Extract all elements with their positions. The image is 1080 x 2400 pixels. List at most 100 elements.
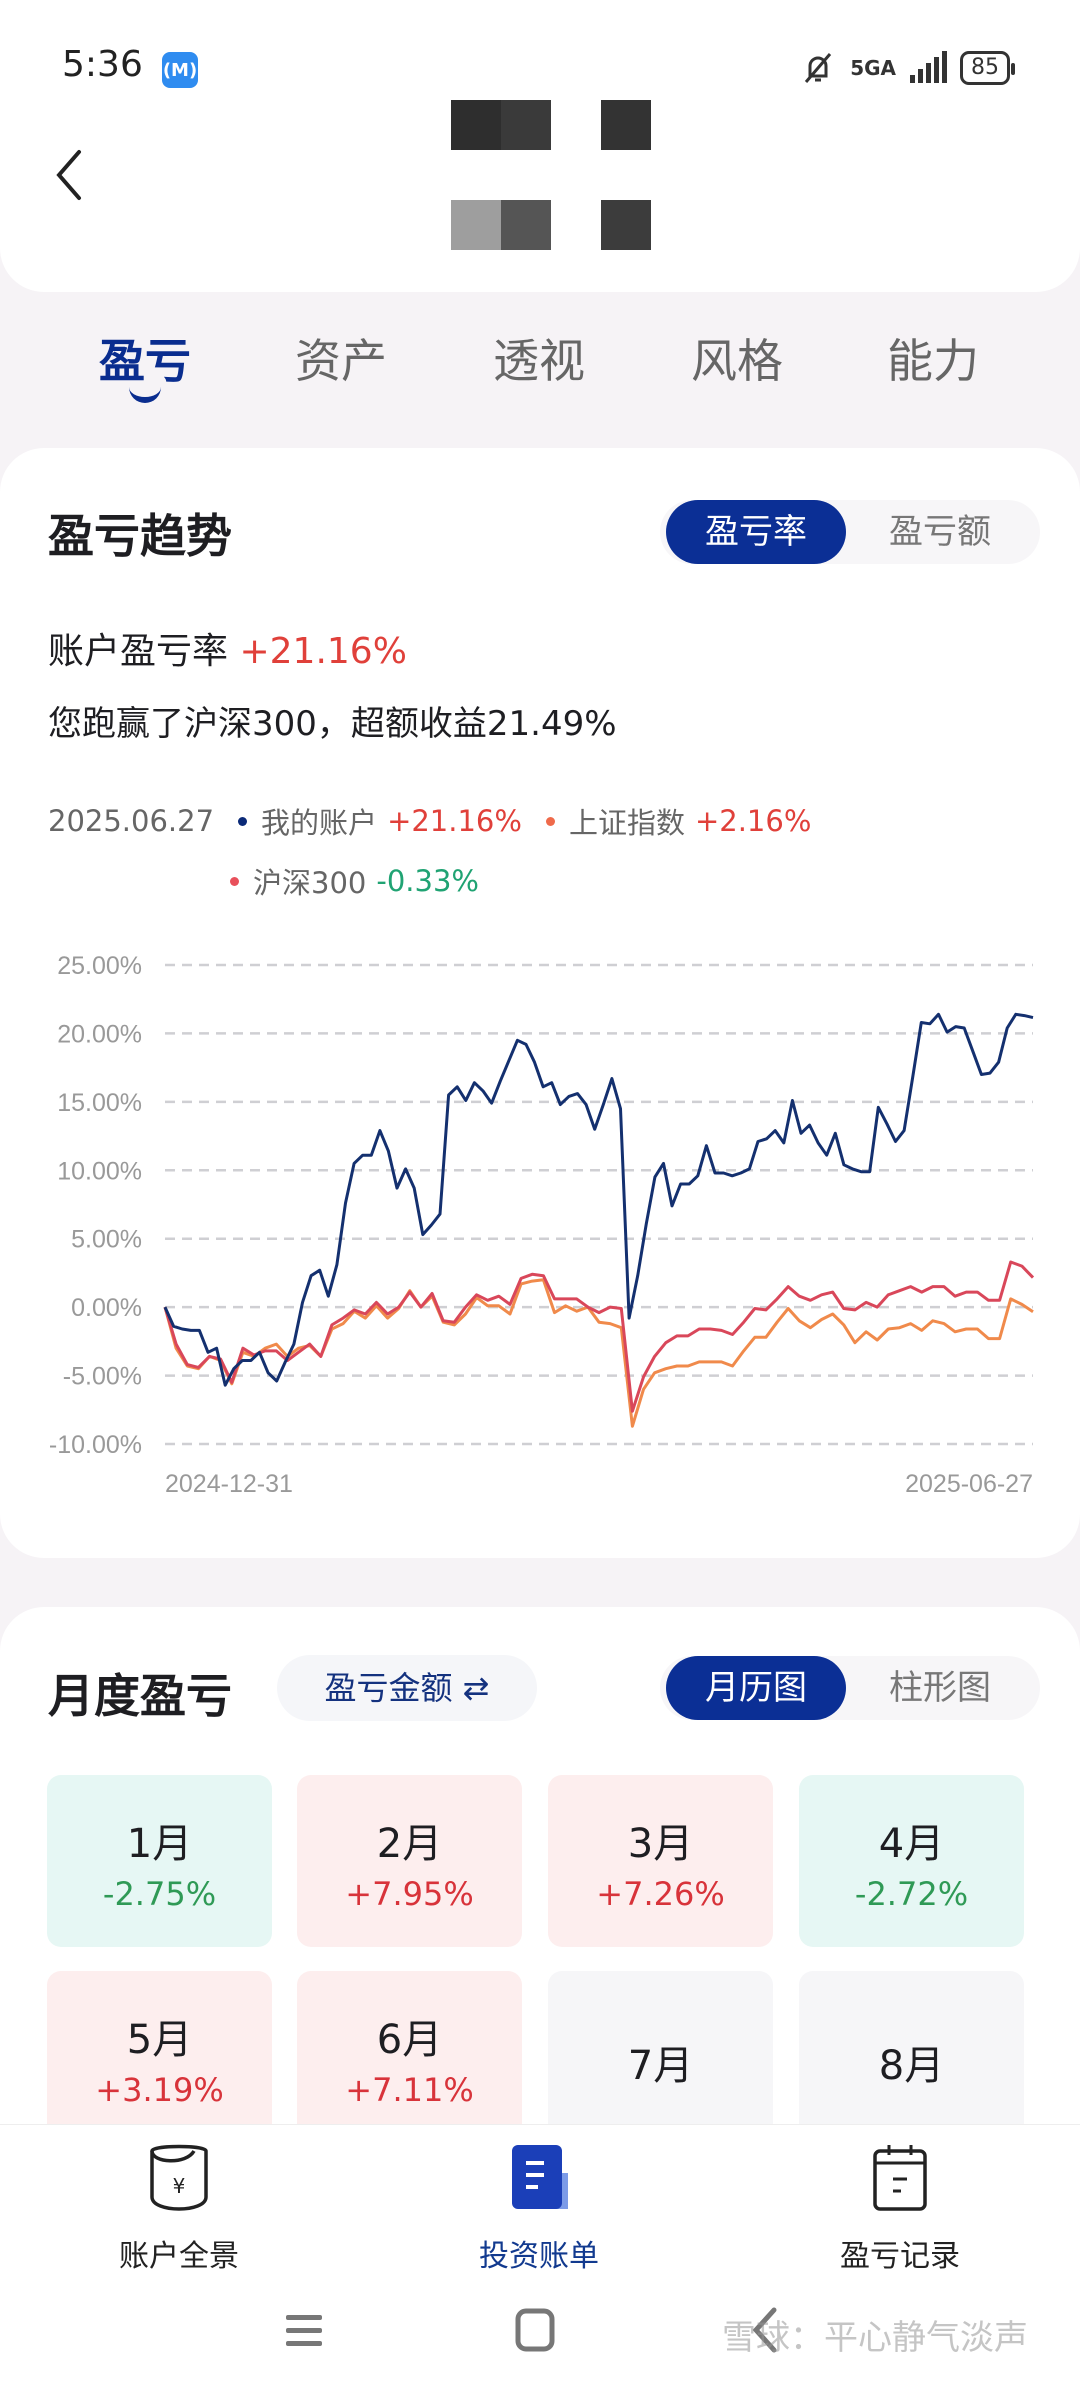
trend-card (0, 448, 1080, 1558)
toggle-bar-chart[interactable]: 柱形图 (889, 1668, 991, 1708)
status-icons: 5GA 85 (798, 48, 1015, 88)
nav-label: 投资账单 (479, 2239, 599, 2274)
monthly-toggle: 月历图 柱形图 (660, 1656, 1040, 1720)
tab-label: 盈亏 (99, 334, 191, 388)
svg-text:¥: ¥ (173, 2174, 186, 2198)
watermark: 雪球：平心静气淡声 (722, 2318, 1028, 2358)
tab-profit-loss[interactable]: 盈亏 (75, 325, 215, 403)
y-tick-label: 15.00% (57, 1089, 142, 1117)
month-label: 8月 (878, 2043, 945, 2089)
trend-toggle: 盈亏率 盈亏额 (660, 500, 1040, 564)
benchmark-summary: 您跑赢了沪深300，超额收益21.49% (48, 704, 617, 744)
month-value: -2.72% (854, 1875, 969, 1913)
month-value: +7.11% (345, 2071, 474, 2109)
wallet-yen-icon: ¥ (150, 2144, 208, 2211)
legend-dot (238, 816, 248, 826)
legend-name: 我的账户 (261, 806, 378, 840)
notification-app-icon: (M) (162, 52, 198, 88)
y-tick-label: 25.00% (57, 952, 142, 980)
y-tick-label: 10.00% (57, 1157, 142, 1185)
y-tick-label: 5.00% (71, 1226, 142, 1254)
month-value: -2.75% (102, 1875, 217, 1913)
tab-assets[interactable]: 资产 (271, 325, 411, 391)
tab-insight[interactable]: 透视 (469, 325, 609, 391)
rate-value: +21.16% (239, 631, 407, 672)
calendar-note-icon (873, 2145, 927, 2211)
nav-profit-record[interactable]: 盈亏记录 (790, 2143, 1010, 2275)
month-label: 6月 (376, 2017, 443, 2063)
x-tick-label-start: 2024-12-31 (165, 1470, 293, 1498)
month-cell[interactable]: 6月 +7.11% (297, 1971, 522, 2143)
nav-label: 盈亏记录 (840, 2239, 960, 2274)
home-square-icon (515, 2308, 555, 2352)
y-tick-label: 0.00% (71, 1294, 142, 1322)
blurred-title (451, 100, 651, 250)
legend-value: -0.33% (376, 864, 479, 898)
month-label: 7月 (627, 2043, 694, 2089)
month-value: +3.19% (95, 2071, 224, 2109)
month-value: +7.95% (345, 1875, 474, 1913)
legend-name: 沪深300 (253, 866, 367, 900)
tab-bar: 盈亏 资产 透视 风格 能力 (0, 325, 1080, 415)
month-cell[interactable]: 5月 +3.19% (47, 1971, 272, 2143)
tab-active-indicator (129, 387, 161, 403)
chevron-left-icon (56, 150, 81, 200)
x-tick-label-end: 2025-06-27 (905, 1470, 1033, 1498)
back-arrow-icon (752, 2307, 777, 2353)
month-cell[interactable]: 4月 -2.72% (799, 1775, 1024, 1947)
tab-ability[interactable]: 能力 (863, 325, 1003, 391)
battery-indicator: 85 (960, 51, 1015, 85)
chart-legend: 2025.06.27 我的账户 +21.16% 上证指数 +2.16% (48, 800, 811, 842)
month-label: 2月 (376, 1821, 443, 1867)
y-tick-label: -10.00% (49, 1431, 142, 1459)
month-cell[interactable]: 2月 +7.95% (297, 1775, 522, 1947)
system-home-button[interactable] (500, 2298, 570, 2362)
menu-icon (286, 2315, 322, 2346)
chart-legend-row2: 沪深300 -0.33% (216, 860, 479, 902)
month-cell[interactable]: 1月 -2.75% (47, 1775, 272, 1947)
month-cell[interactable]: 7月 (548, 1971, 773, 2143)
series-line-0 (163, 1012, 1034, 1387)
tab-label: 透视 (493, 334, 585, 388)
nav-investment-bill[interactable]: 投资账单 (429, 2143, 649, 2275)
legend-value: +2.16% (694, 804, 812, 838)
account-rate: 账户盈亏率 +21.16% (48, 622, 407, 674)
rate-label: 账户盈亏率 (48, 631, 229, 672)
monthly-title: 月度盈亏 (48, 1669, 232, 1723)
toggle-amount[interactable]: 盈亏额 (889, 512, 991, 552)
signal-icon (910, 51, 947, 83)
system-recents-button[interactable] (269, 2298, 339, 2362)
bill-icon (512, 2145, 568, 2209)
status-time: 5:36 (62, 44, 143, 85)
y-tick-label: 20.00% (57, 1020, 142, 1048)
network-type: 5GA (850, 56, 896, 80)
back-button[interactable] (40, 140, 96, 210)
series-line-1 (163, 1260, 1035, 1413)
month-label: 3月 (627, 1821, 694, 1867)
nav-account-overview[interactable]: ¥ 账户全景 (69, 2143, 289, 2275)
month-cell[interactable]: 3月 +7.26% (548, 1775, 773, 1947)
month-label: 1月 (126, 1821, 193, 1867)
toggle-rate[interactable]: 盈亏率 (666, 500, 846, 564)
month-value: +7.26% (596, 1875, 725, 1913)
mute-bell-icon (805, 53, 832, 83)
y-tick-label: -5.00% (63, 1363, 142, 1391)
legend-name: 上证指数 (568, 806, 685, 840)
tab-label: 能力 (887, 334, 979, 388)
system-back-button[interactable] (730, 2298, 800, 2362)
tab-label: 资产 (295, 334, 387, 388)
month-label: 5月 (126, 2017, 193, 2063)
month-label: 4月 (878, 1821, 945, 1867)
nav-label: 账户全景 (119, 2239, 239, 2274)
trend-title: 盈亏趋势 (48, 509, 232, 563)
tab-style[interactable]: 风格 (667, 325, 807, 391)
amount-switch-button[interactable]: 盈亏金额 ⇄ (277, 1655, 537, 1721)
bottom-nav: ¥ 账户全景 投资账单 盈亏记录 (0, 2124, 1080, 2400)
legend-dot (545, 816, 555, 826)
month-cell[interactable]: 8月 (799, 1971, 1024, 2143)
toggle-calendar[interactable]: 月历图 (666, 1656, 846, 1720)
legend-date: 2025.06.27 (48, 804, 215, 838)
profit-trend-chart[interactable]: 25.00% 20.00% 15.00% 10.00% 5.00% 0.00% -5.00%… (0, 930, 1080, 1510)
tab-label: 风格 (691, 334, 783, 388)
legend-dot (230, 876, 239, 886)
